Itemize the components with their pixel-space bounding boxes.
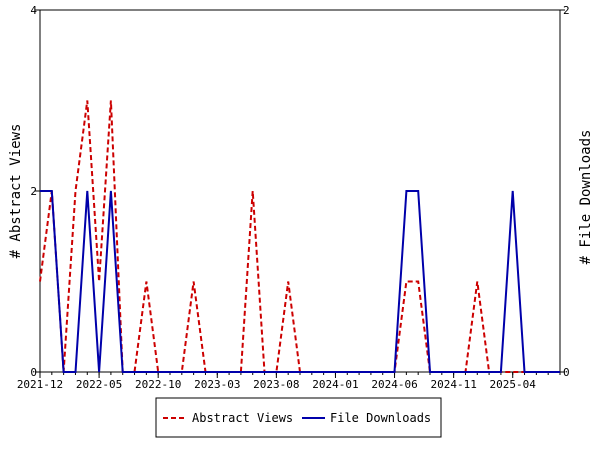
series-line-file-downloads [40, 190, 560, 373]
x-tick-label: 2024-11 [430, 378, 476, 391]
legend-label-abstract-views: Abstract Views [192, 411, 293, 425]
y-left-tick-label: 0 [30, 366, 37, 379]
y-right-tick-label: 0 [563, 366, 570, 379]
x-tick-label: 2022-10 [135, 378, 181, 391]
legend-box [155, 397, 442, 438]
x-tick-label: 2023-03 [194, 378, 240, 391]
y-axis-left-title: # Abstract Views [8, 124, 24, 259]
x-tick-label: 2024-06 [371, 378, 417, 391]
y-axis-right-title: # File Downloads [578, 130, 594, 265]
plot-area [39, 9, 561, 373]
x-tick-label: 2021-12 [17, 378, 63, 391]
legend-label-file-downloads: File Downloads [330, 411, 431, 425]
axis-ticks: 2021-12 2022-05 2022-10 2023-03 2023-08 2024-… [17, 4, 570, 391]
x-tick-label: 2025-04 [490, 378, 537, 391]
y-left-tick-label: 4 [30, 4, 37, 17]
x-tick-label: 2023-08 [253, 378, 299, 391]
x-tick-label: 2024-01 [312, 378, 358, 391]
y-right-tick-label: 2 [563, 4, 570, 17]
legend: Abstract Views File Downloads [155, 397, 442, 438]
y-left-tick-label: 2 [30, 185, 37, 198]
series-layer [39, 100, 560, 373]
x-tick-label: 2022-05 [76, 378, 122, 391]
